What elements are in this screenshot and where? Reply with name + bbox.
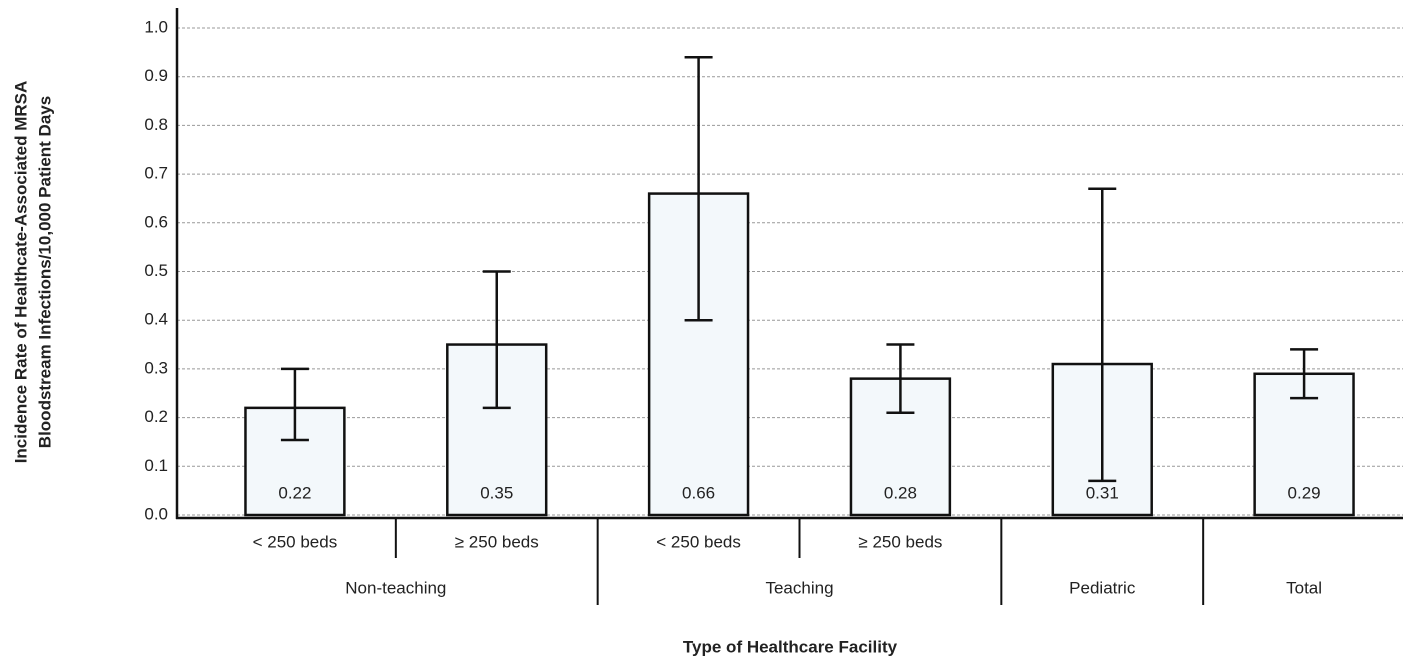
y-tick-label: 0.7 bbox=[144, 164, 168, 183]
y-tick-label: 0.2 bbox=[144, 407, 168, 426]
y-tick-label: 0.0 bbox=[144, 504, 168, 523]
value-label: 0.29 bbox=[1288, 483, 1321, 502]
group-label: Pediatric bbox=[1069, 578, 1136, 597]
y-tick-label: 1.0 bbox=[144, 17, 168, 36]
x-tick-label: ≥ 250 beds bbox=[858, 532, 942, 551]
x-tick-label: < 250 beds bbox=[253, 532, 338, 551]
x-tick-label: < 250 beds bbox=[656, 532, 741, 551]
value-label: 0.31 bbox=[1086, 483, 1119, 502]
x-axis-title: Type of Healthcare Facility bbox=[683, 637, 898, 656]
value-label: 0.66 bbox=[682, 483, 715, 502]
y-tick-label: 0.9 bbox=[144, 66, 168, 85]
y-tick-label: 0.4 bbox=[144, 310, 168, 329]
y-axis-title: Bloodstream Infections/10,000 Patient Da… bbox=[35, 96, 54, 448]
group-label: Teaching bbox=[765, 578, 833, 597]
y-axis-title: Incidence Rate of Healthcate-Associated … bbox=[11, 81, 30, 464]
y-tick-label: 0.1 bbox=[144, 456, 168, 475]
value-label: 0.22 bbox=[278, 483, 311, 502]
group-label: Non-teaching bbox=[345, 578, 446, 597]
y-tick-label: 0.8 bbox=[144, 115, 168, 134]
bar bbox=[244, 406, 346, 517]
y-tick-label: 0.3 bbox=[144, 358, 168, 377]
value-label: 0.28 bbox=[884, 483, 917, 502]
value-label: 0.35 bbox=[480, 483, 513, 502]
y-tick-label: 0.5 bbox=[144, 261, 168, 280]
group-label: Total bbox=[1286, 578, 1322, 597]
y-tick-label: 0.6 bbox=[144, 212, 168, 231]
x-tick-label: ≥ 250 beds bbox=[455, 532, 539, 551]
